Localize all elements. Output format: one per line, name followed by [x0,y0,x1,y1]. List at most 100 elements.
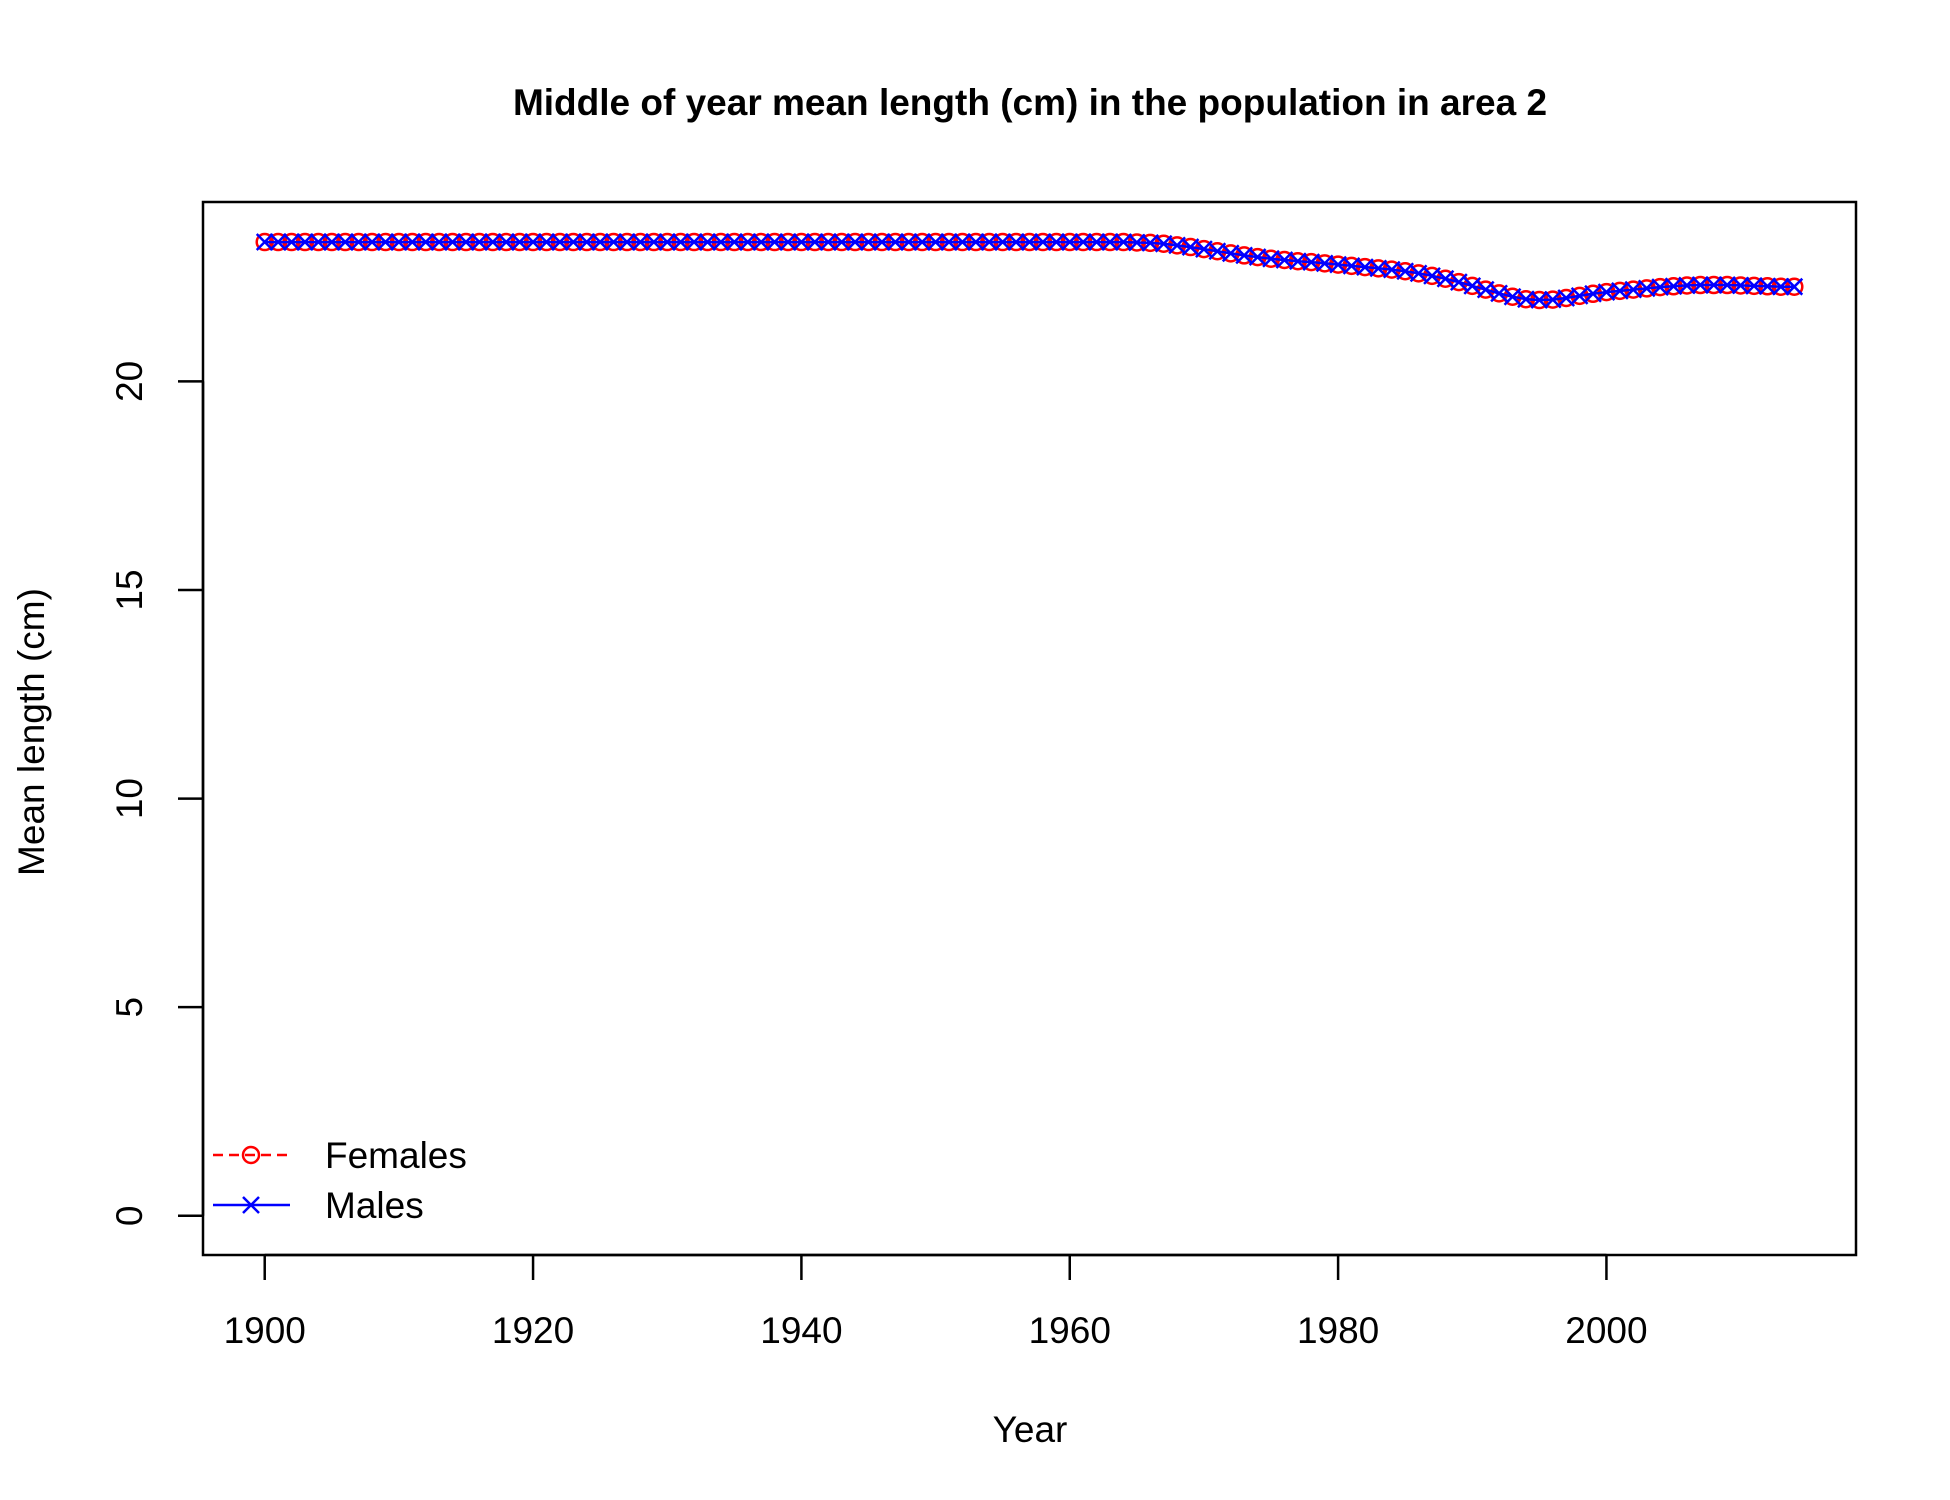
data-point-males [1020,233,1039,251]
data-point-males [792,233,811,251]
data-point-males [1785,277,1804,296]
data-point-males [1731,276,1750,295]
data-point-males [1530,291,1549,309]
data-point-males [953,233,972,251]
data-point-males [349,233,368,251]
data-point-males [430,233,449,251]
data-point-males [1087,233,1106,251]
data-point-males [1651,278,1669,296]
data-point-males [390,233,408,251]
data-point-females [1422,266,1442,286]
data-point-males [698,233,717,251]
data-point-males [336,233,355,251]
data-point-males [524,233,542,251]
data-point-males [363,233,381,251]
data-point-males [993,233,1012,251]
data-point-males [282,233,301,251]
data-point-males [1771,277,1790,296]
data-point-males [510,233,529,251]
data-point-males [309,233,328,251]
data-point-males [255,233,274,251]
x-axis: 1900 1920 1940 1960 1980 2000 [224,1253,1648,1351]
data-point-females [1503,287,1522,306]
legend-label-females: Females [325,1135,467,1176]
data-point-males [1141,234,1160,252]
data-point-males [819,233,838,251]
data-point-males [564,233,583,251]
data-point-males [577,233,596,251]
x-tick-label: 1940 [760,1310,842,1351]
x-tick-label: 2000 [1565,1310,1647,1351]
data-point-males [1007,233,1025,251]
data-point-males [403,233,422,251]
data-point-males [1664,277,1683,296]
data-point-males [846,233,864,251]
legend-marker-males [242,1196,260,1214]
legend: Females Males [213,1135,467,1226]
data-point-males [926,233,945,251]
data-point-males [1490,284,1508,303]
data-point-males [1288,252,1307,271]
data-point-males [591,233,610,251]
x-tick-label: 1960 [1029,1310,1111,1351]
data-point-males [551,233,569,251]
plot-area [255,232,1804,310]
legend-marker-females [241,1145,261,1165]
data-point-males [1691,276,1710,294]
plot-frame [201,200,1858,1257]
chart-title: Middle of year mean length (cm) in the p… [513,82,1547,123]
data-point-males [685,233,703,251]
data-point-males [1047,233,1066,251]
data-point-males [1678,276,1696,295]
data-point-females [1436,269,1455,289]
data-point-males [752,233,771,251]
legend-item-females: Females [213,1135,467,1176]
data-point-males [1101,233,1119,251]
data-point-males [805,233,824,251]
data-point-males [1517,290,1535,309]
data-point-males [457,233,475,251]
series-males [255,233,1804,309]
data-point-males [376,233,395,251]
data-point-males [618,233,636,251]
data-point-males [1127,233,1146,252]
data-point-males [913,233,932,251]
data-point-males [470,233,489,251]
y-tick-label: 0 [109,1205,150,1226]
data-point-males [1745,276,1763,295]
data-point-males [1436,269,1455,288]
data-point-males [1060,233,1079,251]
x-tick-label: 1900 [224,1310,306,1351]
data-point-males [832,233,851,251]
data-point-males [443,233,462,251]
data-point-males [779,233,797,251]
data-point-males [1114,233,1133,251]
data-point-males [712,233,730,251]
y-axis: 0 5 10 15 20 [109,361,205,1226]
data-point-males [322,233,341,251]
y-tick-label: 15 [109,569,150,610]
data-point-males [966,233,985,251]
data-point-males [899,233,918,251]
legend-item-males: Males [213,1185,424,1226]
data-point-males [1476,280,1495,299]
data-point-males [725,233,744,251]
data-point-males [671,233,690,251]
data-point-males [1704,276,1723,294]
data-point-males [765,233,784,251]
data-point-males [940,233,958,251]
data-point-males [886,233,905,251]
y-tick-label: 20 [109,361,150,402]
data-point-males [644,233,663,251]
data-point-males [1463,276,1482,295]
data-point-males [1718,276,1737,294]
data-point-males [497,233,516,251]
data-point-males [1034,233,1052,251]
data-point-males [296,233,314,251]
data-point-males [1074,233,1093,251]
data-point-males [1423,266,1441,285]
data-point-males [537,233,556,251]
x-axis-label: Year [993,1409,1068,1450]
data-point-males [738,233,757,251]
